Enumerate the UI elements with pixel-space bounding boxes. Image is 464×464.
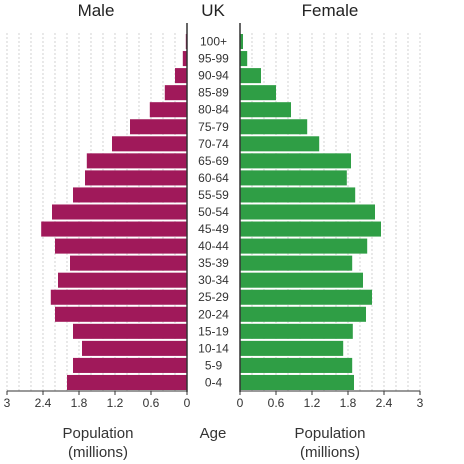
age-label: 40-44 (198, 239, 229, 253)
age-label: 90-94 (198, 69, 229, 83)
age-label: 10-14 (198, 341, 229, 355)
male-bars (41, 34, 188, 390)
male-bar-70-74 (112, 136, 187, 152)
age-label: 95-99 (198, 52, 229, 66)
chart-title: UK (201, 1, 225, 20)
x-tick-label: 2.4 (35, 396, 52, 410)
female-bar-25-29 (240, 289, 372, 305)
male-bar-65-69 (86, 153, 187, 169)
male-bar-60-64 (85, 170, 187, 186)
x-tick-label: 1.2 (107, 396, 124, 410)
axes (7, 23, 420, 392)
x-tick-label: 0.6 (143, 396, 160, 410)
male-bar-0-4 (67, 374, 187, 390)
male-bar-40-44 (55, 238, 187, 254)
x-tick-label: 1.2 (304, 396, 321, 410)
female-bar-100+ (240, 34, 243, 50)
age-label: 80-84 (198, 103, 229, 117)
female-bar-55-59 (240, 187, 356, 203)
age-label: 20-24 (198, 307, 229, 321)
age-label: 100+ (200, 35, 227, 49)
male-bar-15-19 (73, 323, 187, 339)
female-bar-5-9 (240, 357, 353, 373)
male-bar-90-94 (175, 68, 187, 84)
x-tick-label: 0 (184, 396, 191, 410)
male-bar-10-14 (82, 340, 187, 356)
male-bar-20-24 (55, 306, 187, 322)
female-series-title: Female (302, 1, 359, 20)
female-bar-10-14 (240, 340, 344, 356)
male-bar-5-9 (73, 357, 187, 373)
age-label: 70-74 (198, 137, 229, 151)
age-label: 5-9 (205, 358, 223, 372)
female-bars (240, 34, 381, 390)
center-age-label: Age (200, 425, 227, 442)
age-label: 25-29 (198, 290, 229, 304)
female-bar-40-44 (240, 238, 368, 254)
age-label: 85-89 (198, 86, 229, 100)
male-series-title: Male (78, 1, 115, 20)
female-bar-35-39 (240, 255, 353, 271)
male-bar-45-49 (41, 221, 188, 237)
age-label: 50-54 (198, 205, 229, 219)
male-bar-35-39 (70, 255, 187, 271)
male-bar-55-59 (73, 187, 187, 203)
female-bar-0-4 (240, 374, 354, 390)
age-label: 35-39 (198, 256, 229, 270)
male-bar-85-89 (164, 85, 187, 101)
female-bar-15-19 (240, 323, 353, 339)
female-bar-85-89 (240, 85, 276, 101)
age-label: 45-49 (198, 222, 229, 236)
age-label: 75-79 (198, 120, 229, 134)
male-bar-80-84 (149, 102, 187, 118)
female-bar-70-74 (240, 136, 320, 152)
female-bar-80-84 (240, 102, 291, 118)
female-bar-30-34 (240, 272, 363, 288)
age-label: 60-64 (198, 171, 229, 185)
female-bar-45-49 (240, 221, 381, 237)
age-label: 30-34 (198, 273, 229, 287)
male-bar-75-79 (130, 119, 187, 135)
female-bar-60-64 (240, 170, 347, 186)
x-axis-label-left: Population (millions) (63, 425, 134, 461)
male-bar-30-34 (58, 272, 187, 288)
age-label: 65-69 (198, 154, 229, 168)
female-bar-20-24 (240, 306, 366, 322)
age-label: 55-59 (198, 188, 229, 202)
x-tick-label: 0.6 (268, 396, 285, 410)
age-label: 0-4 (205, 375, 223, 389)
x-tick-label: 0 (237, 396, 244, 410)
age-group-labels: 100+ 95-99 90-94 85-89 80-84 75-79 70-74 65-69 6… (198, 35, 229, 390)
x-tick-label: 3 (4, 396, 11, 410)
x-axis-label-right: Population (millions) (295, 425, 366, 461)
x-tick-label: 1.8 (71, 396, 88, 410)
x-tick-label: 1.8 (340, 396, 357, 410)
female-bar-95-99 (240, 51, 248, 67)
female-bar-75-79 (240, 119, 308, 135)
male-bar-50-54 (52, 204, 187, 220)
tick-labels: 3 2.4 1.8 1.2 0.6 0 0 0.6 1.2 1.8 2.4 3 (4, 391, 424, 410)
male-bar-95-99 (182, 51, 187, 67)
female-bar-90-94 (240, 68, 261, 84)
x-tick-label: 3 (417, 396, 424, 410)
female-bar-65-69 (240, 153, 351, 169)
age-label: 15-19 (198, 324, 229, 338)
male-bar-25-29 (50, 289, 187, 305)
female-bar-50-54 (240, 204, 375, 220)
x-tick-label: 2.4 (376, 396, 393, 410)
